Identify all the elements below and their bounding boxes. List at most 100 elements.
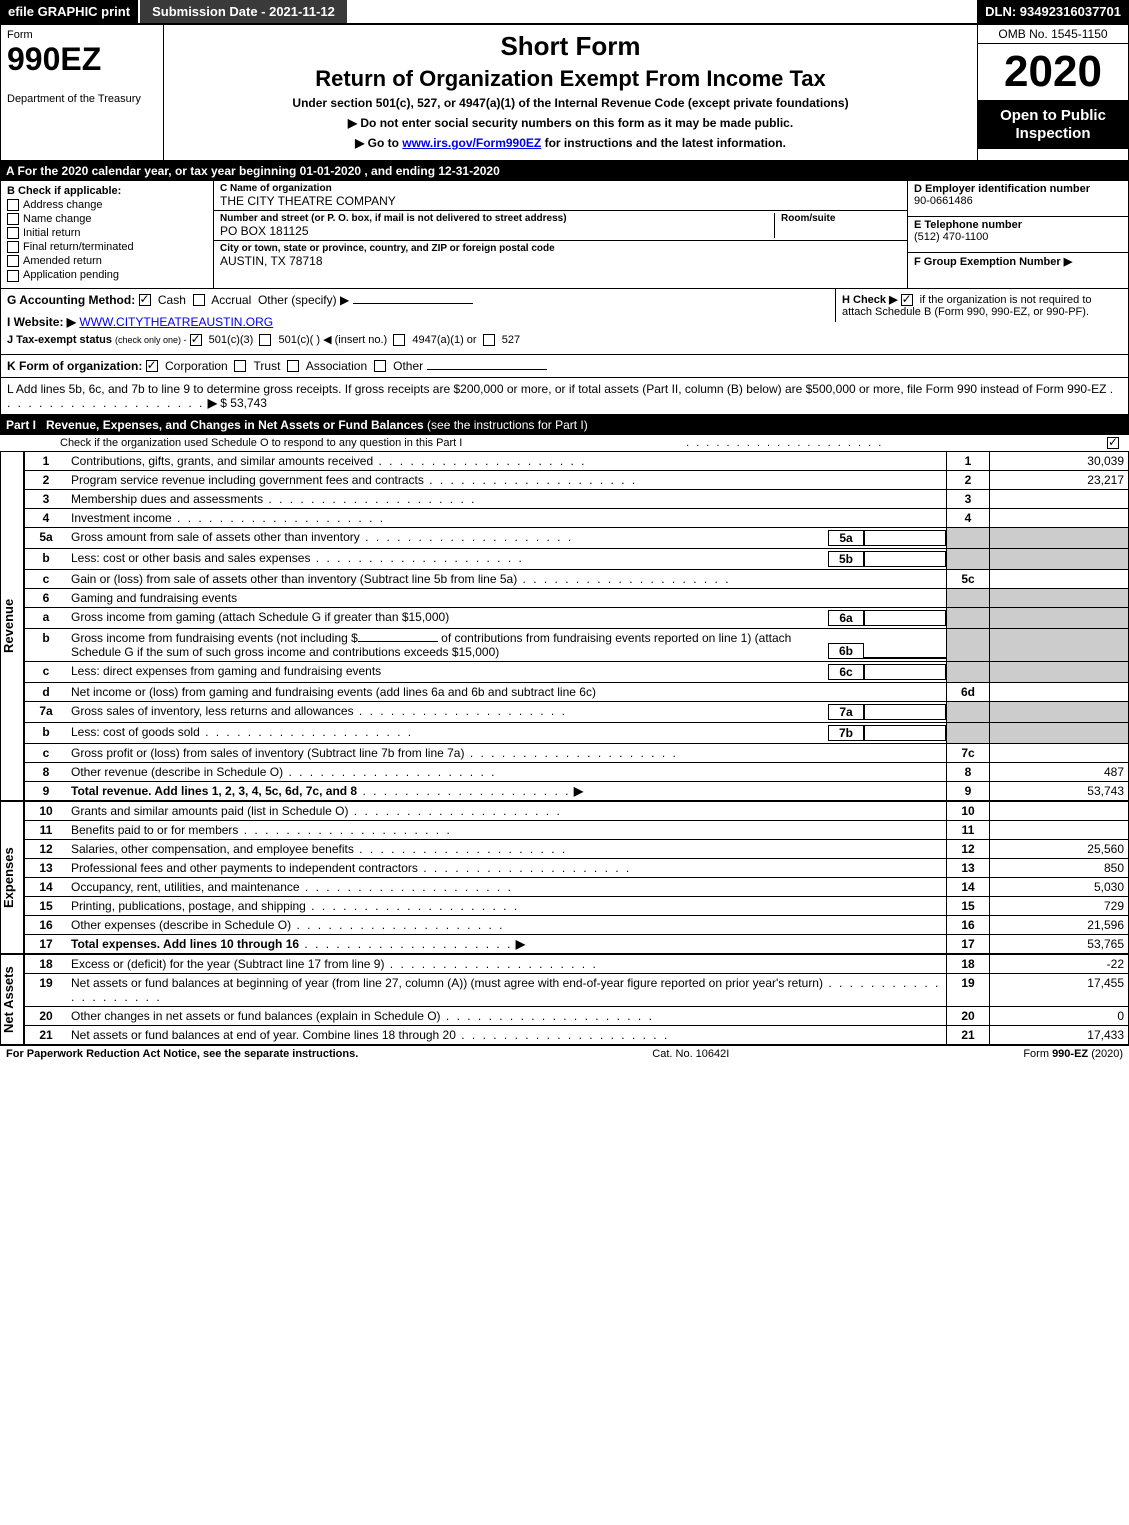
line-10: 10Grants and similar amounts paid (list … [25, 801, 1129, 820]
cat-no: Cat. No. 10642I [652, 1048, 729, 1060]
line-6a: aGross income from gaming (attach Schedu… [25, 607, 1129, 628]
form-number: 990EZ [7, 43, 157, 75]
line-14: 14Occupancy, rent, utilities, and mainte… [25, 877, 1129, 896]
net-assets-section: Net Assets 18Excess or (deficit) for the… [0, 954, 1129, 1045]
chk-address-change[interactable]: Address change [7, 199, 207, 211]
chk-final-return[interactable]: Final return/terminated [7, 241, 207, 253]
j-label: J Tax-exempt status [7, 334, 112, 346]
revenue-table: 1Contributions, gifts, grants, and simil… [24, 451, 1129, 801]
chk-name-change[interactable]: Name change [7, 213, 207, 225]
revenue-side-label: Revenue [0, 451, 24, 801]
line-5b: bLess: cost or other basis and sales exp… [25, 548, 1129, 569]
line-18: 18Excess or (deficit) for the year (Subt… [25, 954, 1129, 973]
j-527-chk[interactable] [483, 334, 495, 346]
check-b-label: B Check if applicable: [7, 185, 207, 197]
h-checkbox[interactable] [901, 294, 913, 306]
line-20: 20Other changes in net assets or fund ba… [25, 1006, 1129, 1025]
city-value: AUSTIN, TX 78718 [220, 254, 901, 268]
g-label: G Accounting Method: [7, 293, 135, 307]
i-website-label: I Website: ▶ [7, 315, 76, 329]
g-accrual-chk[interactable] [193, 294, 205, 306]
k-assoc-chk[interactable] [287, 360, 299, 372]
website-link[interactable]: WWW.CITYTHEATREAUSTIN.ORG [79, 315, 273, 329]
j-501c3-chk[interactable] [190, 334, 202, 346]
line-19: 19Net assets or fund balances at beginni… [25, 973, 1129, 1006]
line-11: 11Benefits paid to or for members11 [25, 820, 1129, 839]
k-other-chk[interactable] [374, 360, 386, 372]
k-other-input[interactable] [427, 369, 547, 370]
line-3: 3Membership dues and assessments3 [25, 489, 1129, 508]
line-6c: cLess: direct expenses from gaming and f… [25, 661, 1129, 682]
chk-application-pending[interactable]: Application pending [7, 269, 207, 281]
c-name-label: C Name of organization [220, 183, 901, 194]
line-8: 8Other revenue (describe in Schedule O)8… [25, 762, 1129, 781]
city-label: City or town, state or province, country… [220, 243, 901, 254]
efile-print-label[interactable]: efile GRAPHIC print [0, 0, 138, 23]
line-6b: bGross income from fundraising events (n… [25, 628, 1129, 661]
d-ein-label: D Employer identification number [914, 183, 1122, 195]
line-4: 4Investment income4 [25, 508, 1129, 527]
goto-instructions: ▶ Go to www.irs.gov/Form990EZ for instru… [174, 136, 967, 150]
omb-number: OMB No. 1545-1150 [978, 25, 1128, 44]
main-title: Return of Organization Exempt From Incom… [174, 66, 967, 92]
part1-sub: Check if the organization used Schedule … [0, 435, 1129, 451]
j-501c-chk[interactable] [259, 334, 271, 346]
k-corp-chk[interactable] [146, 360, 158, 372]
street-value: PO BOX 181125 [220, 224, 774, 238]
ein-value: 90-0661486 [914, 195, 1122, 207]
line-15: 15Printing, publications, postage, and s… [25, 896, 1129, 915]
line-5c: cGain or (loss) from sale of assets othe… [25, 569, 1129, 588]
department-label: Department of the Treasury [7, 93, 157, 105]
line-17: 17Total expenses. Add lines 10 through 1… [25, 934, 1129, 953]
line-6d: dNet income or (loss) from gaming and fu… [25, 682, 1129, 701]
part1-header: Part I Revenue, Expenses, and Changes in… [0, 415, 1129, 435]
chk-initial-return[interactable]: Initial return [7, 227, 207, 239]
short-form-title: Short Form [174, 31, 967, 62]
f-group-label: F Group Exemption Number ▶ [914, 255, 1122, 268]
period-bar: A For the 2020 calendar year, or tax yea… [0, 161, 1129, 181]
k-block: K Form of organization: Corporation Trus… [0, 355, 1129, 378]
revenue-section: Revenue 1Contributions, gifts, grants, a… [0, 451, 1129, 801]
line-21: 21Net assets or fund balances at end of … [25, 1025, 1129, 1044]
chk-amended-return[interactable]: Amended return [7, 255, 207, 267]
j-4947-chk[interactable] [393, 334, 405, 346]
l-text: L Add lines 5b, 6c, and 7b to line 9 to … [7, 382, 1106, 396]
subtitle: Under section 501(c), 527, or 4947(a)(1)… [174, 96, 967, 110]
street-label: Number and street (or P. O. box, if mail… [220, 213, 774, 224]
netassets-side-label: Net Assets [0, 954, 24, 1045]
expenses-table: 10Grants and similar amounts paid (list … [24, 801, 1129, 954]
g-other-input[interactable] [353, 303, 473, 304]
part1-num: Part I [6, 418, 46, 432]
line-7c: cGross profit or (loss) from sales of in… [25, 743, 1129, 762]
k-label: K Form of organization: [7, 359, 142, 373]
form-label: Form [7, 29, 157, 41]
submission-date: Submission Date - 2021-11-12 [140, 0, 347, 23]
line-7b: bLess: cost of goods sold7b [25, 722, 1129, 743]
line-12: 12Salaries, other compensation, and empl… [25, 839, 1129, 858]
ssn-warning: ▶ Do not enter social security numbers o… [174, 116, 967, 130]
line-5a: 5aGross amount from sale of assets other… [25, 527, 1129, 548]
expenses-section: Expenses 10Grants and similar amounts pa… [0, 801, 1129, 954]
expenses-side-label: Expenses [0, 801, 24, 954]
k-trust-chk[interactable] [234, 360, 246, 372]
entity-block: B Check if applicable: Address change Na… [0, 181, 1129, 289]
irs-link[interactable]: www.irs.gov/Form990EZ [402, 136, 541, 150]
g-cash-chk[interactable] [139, 294, 151, 306]
e-phone-label: E Telephone number [914, 219, 1122, 231]
netassets-table: 18Excess or (deficit) for the year (Subt… [24, 954, 1129, 1045]
line-6: 6Gaming and fundraising events [25, 588, 1129, 607]
dln-label: DLN: 93492316037701 [977, 0, 1129, 23]
line-7a: 7aGross sales of inventory, less returns… [25, 701, 1129, 722]
room-suite-label: Room/suite [781, 213, 901, 224]
line-13: 13Professional fees and other payments t… [25, 858, 1129, 877]
l-amount: $ 53,743 [220, 396, 267, 410]
part1-schedule-o-chk[interactable] [1107, 437, 1119, 449]
top-bar: efile GRAPHIC print Submission Date - 20… [0, 0, 1129, 24]
org-name: THE CITY THEATRE COMPANY [220, 194, 901, 208]
paperwork-notice: For Paperwork Reduction Act Notice, see … [6, 1048, 358, 1060]
info-block-ghijkl: H Check ▶ if the organization is not req… [0, 289, 1129, 355]
form-header: Form 990EZ Department of the Treasury Sh… [0, 24, 1129, 161]
l-block: L Add lines 5b, 6c, and 7b to line 9 to … [0, 378, 1129, 415]
page-footer: For Paperwork Reduction Act Notice, see … [0, 1045, 1129, 1062]
line-16: 16Other expenses (describe in Schedule O… [25, 915, 1129, 934]
